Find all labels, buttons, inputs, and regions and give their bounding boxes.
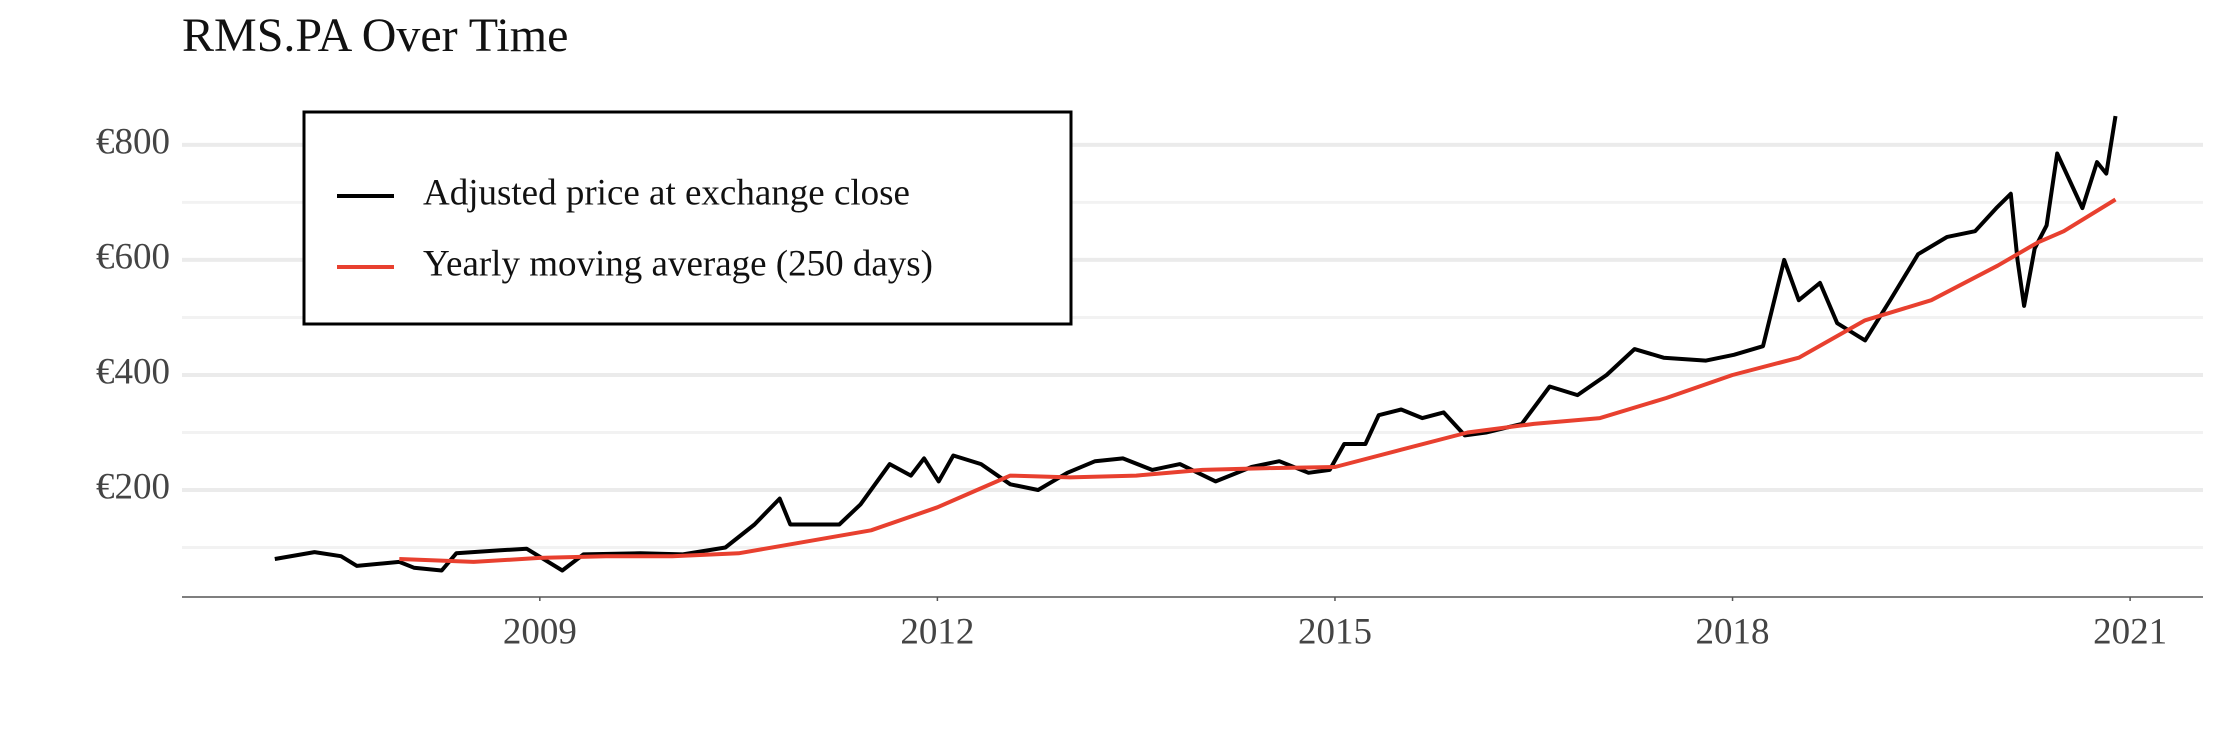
legend-box (302, 110, 1073, 326)
y-tick-label: €200 (96, 466, 170, 507)
x-tick-label: 2015 (1298, 611, 1372, 652)
series-line (399, 197, 2117, 564)
x-tick-label: 2012 (900, 611, 974, 652)
x-tick-label: 2009 (503, 611, 577, 652)
x-tick-label: 2018 (1696, 611, 1770, 652)
x-tick-label: 2021 (2093, 611, 2167, 652)
y-tick-label: €600 (96, 236, 170, 277)
chart-title: RMS.PA Over Time (182, 9, 568, 62)
y-tick-label: €800 (96, 121, 170, 162)
legend-label: Adjusted price at exchange close (423, 172, 910, 213)
y-tick-label: €400 (96, 351, 170, 392)
legend-label: Yearly moving average (250 days) (423, 243, 933, 284)
series-line (274, 115, 2118, 573)
